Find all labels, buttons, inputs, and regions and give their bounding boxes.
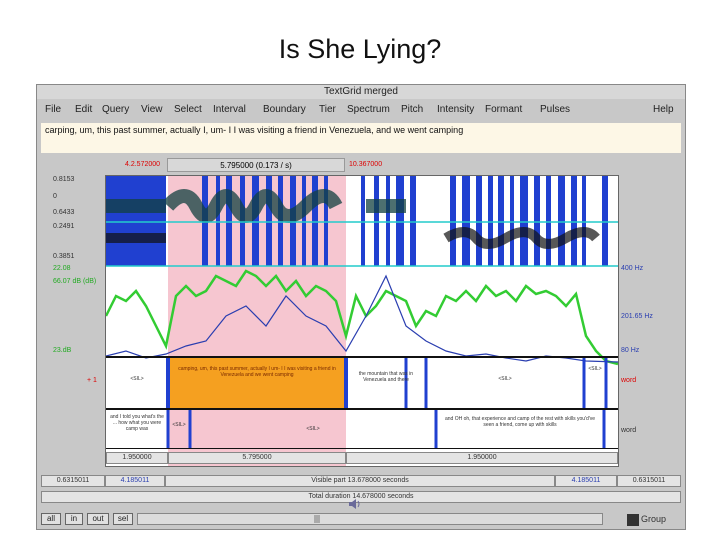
menu-edit[interactable]: Edit (75, 104, 93, 115)
menu-interval[interactable]: Interval (213, 104, 246, 115)
tier1-interval-sil2[interactable]: <SIL> (498, 376, 512, 382)
visible-part[interactable]: Visible part 13.678000 seconds (165, 475, 555, 487)
zoom-sel-button[interactable]: sel (113, 513, 133, 525)
tier-arrow-label: + 1 (87, 377, 97, 384)
menu-help[interactable]: Help (653, 104, 674, 115)
menu-pulses[interactable]: Pulses (540, 104, 571, 115)
tier1-side-label: word (621, 377, 637, 384)
scroll-thumb[interactable] (314, 515, 320, 523)
menu-boundary[interactable]: Boundary (263, 104, 306, 115)
zoom-all-button[interactable]: all (41, 513, 61, 525)
waveform-blocks (106, 176, 608, 266)
selection-duration[interactable]: 5.795000 (0.173 / s) (167, 158, 345, 172)
visible-mid-left[interactable]: 4.185011 (105, 475, 165, 487)
transcript-text-field[interactable]: carping, um, this past summer, actually … (41, 123, 681, 153)
wave-top-label: 0.8153 (53, 176, 75, 183)
tier1-interval-selected[interactable]: camping, um, this past summer, actually … (178, 366, 336, 378)
tier2-interval-right[interactable]: and OH oh, that experience and camp of t… (444, 416, 596, 428)
zoom-in-button[interactable]: in (65, 513, 83, 525)
duration-mid[interactable]: 5.795000 (168, 452, 346, 464)
tier1-interval-sil3[interactable]: <SIL> (588, 366, 602, 372)
menu-tier[interactable]: Tier (319, 104, 336, 115)
menu-file[interactable]: File (45, 104, 62, 115)
selection-start: 4.2.572000 (125, 161, 161, 168)
pitch-mid-right-label: 201.65 Hz (621, 313, 653, 320)
slide-title: Is She Lying? (278, 34, 442, 64)
tier2-interval-sil[interactable]: <SIL> (172, 422, 186, 428)
menu-spectrum[interactable]: Spectrum (347, 104, 390, 115)
praat-textgrid-window: TextGrid merged File Edit Query View Sel… (36, 84, 686, 530)
pitch-bottom-right-label: 80 Hz (621, 347, 640, 354)
signal-display[interactable]: <SIL> camping, um, this past summer, act… (105, 175, 619, 467)
tier2-side-label: word (621, 427, 637, 434)
tier1-interval-sil[interactable]: <SIL> (130, 376, 144, 382)
signal-graphics (106, 176, 618, 466)
wave-zero-label: 0 (53, 193, 57, 200)
pitch-bottom-left-label: 23.dB (53, 347, 72, 354)
wave-bottom-label: 0.3851 (53, 253, 75, 260)
wave-mid1-label: 0.6433 (53, 209, 75, 216)
visible-right[interactable]: 0.6315011 (617, 475, 681, 487)
window-title: TextGrid merged (37, 85, 685, 99)
duration-right[interactable]: 1.950000 (346, 452, 618, 464)
menu-query[interactable]: Query (102, 104, 130, 115)
total-duration[interactable]: Total duration 14.678000 seconds (41, 491, 681, 503)
visible-left[interactable]: 0.6315011 (41, 475, 105, 487)
pitch-top-left-label: 22.08 (53, 265, 71, 272)
group-label: Group (641, 514, 667, 524)
horizontal-scrollbar[interactable] (137, 513, 603, 525)
tier2-interval-left[interactable]: and I told you what's the ... how what y… (110, 414, 164, 432)
menu-view[interactable]: View (141, 104, 163, 115)
tier1-interval-mountain[interactable]: the mountain that was in Venezuela and t… (358, 371, 414, 383)
menu-select[interactable]: Select (174, 104, 202, 115)
menu-pitch[interactable]: Pitch (401, 104, 424, 115)
pitch-hz-left-label: 66.07 dB (dB) (53, 278, 97, 285)
visible-right-left[interactable]: 4.185011 (555, 475, 617, 487)
speaker-icon[interactable] (347, 497, 361, 511)
zoom-out-button[interactable]: out (87, 513, 109, 525)
wave-mid2-label: 0.2491 (53, 223, 75, 230)
menu-intensity[interactable]: Intensity (437, 104, 475, 115)
menu-bar: File Edit Query View Select Interval Bou… (37, 103, 685, 117)
duration-left[interactable]: 1.950000 (106, 452, 168, 464)
pitch-top-right-label: 400 Hz (621, 265, 644, 272)
tier2-interval-sil2[interactable]: <SIL> (306, 426, 320, 432)
selection-end: 10.367000 (349, 161, 383, 168)
menu-formant[interactable]: Formant (485, 104, 523, 115)
group-checkbox[interactable] (627, 514, 639, 526)
